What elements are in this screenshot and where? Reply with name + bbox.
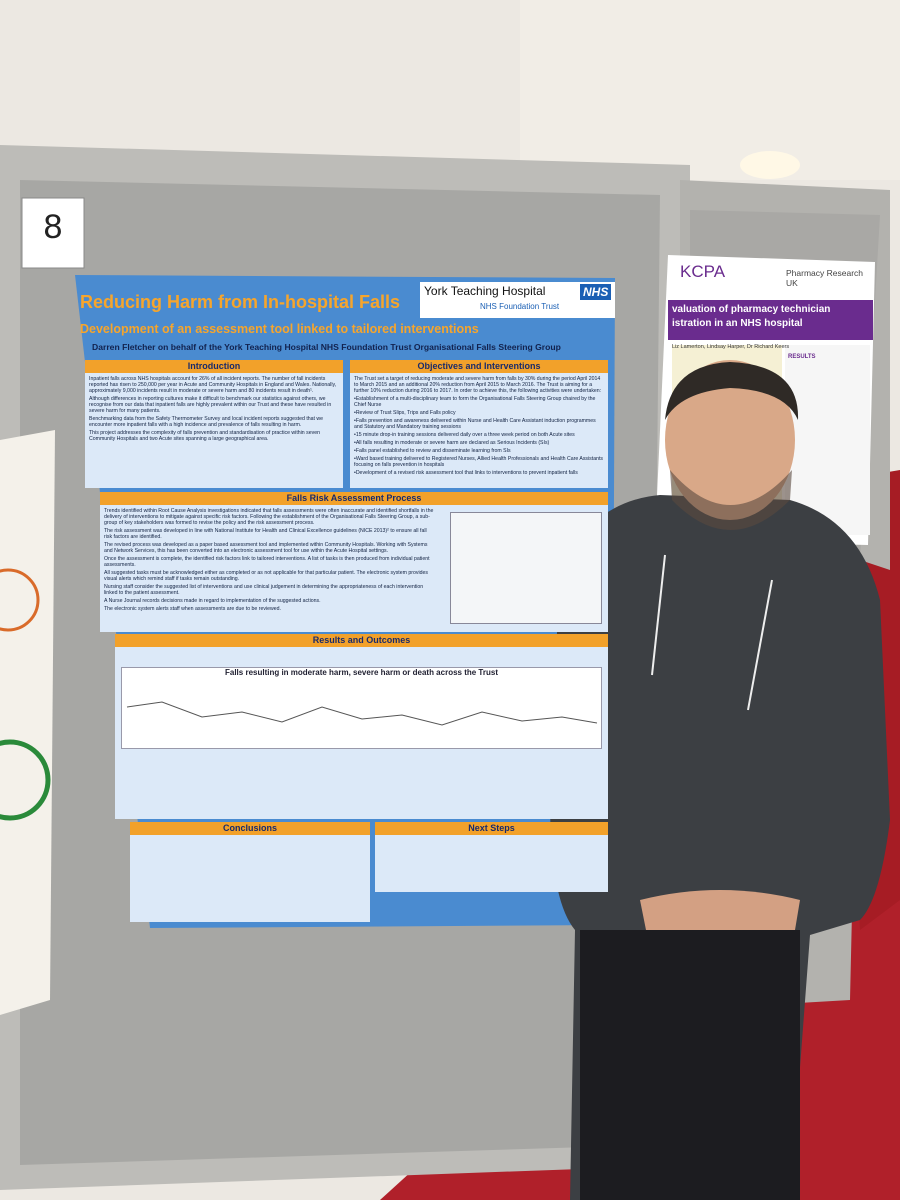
- board-number: 8: [43, 208, 63, 246]
- paragraph: •Falls panel established to review and d…: [354, 448, 511, 454]
- section-heading: Conclusions: [130, 822, 370, 835]
- paragraph: Benchmarking data from the Safety Thermo…: [89, 416, 324, 428]
- logo-badge: NHS: [580, 284, 612, 300]
- neighbor-sponsor: Pharmacy Research UK: [786, 268, 864, 288]
- assessment: Falls Risk Assessment Process Trends ide…: [100, 492, 608, 632]
- chart-title: Falls resulting in moderate harm, severe…: [225, 668, 498, 677]
- section-heading: Results and Outcomes: [115, 634, 608, 647]
- paragraph: •Review of Trust Slips, Trips and Falls …: [354, 410, 456, 416]
- next-steps: Next Steps: [375, 822, 608, 892]
- introduction: Introduction Inpatient falls across NHS …: [85, 360, 343, 488]
- paragraph: •15 minute drop-in training sessions del…: [354, 432, 575, 438]
- results: Results and Outcomes Falls resulting in …: [115, 634, 608, 819]
- screenshot-figure: [450, 512, 602, 624]
- paragraph: •Falls prevention and awareness delivere…: [354, 418, 596, 430]
- paragraph: Although differences in reporting cultur…: [89, 396, 332, 414]
- chart-figure: Falls resulting in moderate harm, severe…: [121, 667, 602, 749]
- section-heading: Next Steps: [375, 822, 608, 835]
- paragraph: All suggested tasks must be acknowledged…: [104, 570, 429, 582]
- neighbor-poster: KCPA Pharmacy Research UK valuation of p…: [668, 258, 873, 538]
- paragraph: The Trust set a target of reducing moder…: [354, 376, 602, 394]
- paragraph: The electronic system alerts staff when …: [104, 606, 281, 612]
- paragraph: The revised process was developed as a p…: [104, 542, 428, 554]
- logo: York Teaching Hospital NHS Foundation Tr…: [420, 282, 615, 318]
- chart-lines: [126, 701, 598, 726]
- conclusions: Conclusions: [130, 822, 370, 922]
- paragraph: •Ward based training delivered to Regist…: [354, 456, 604, 468]
- section-heading: Falls Risk Assessment Process: [100, 492, 608, 505]
- neighbor-results: RESULTS: [788, 354, 816, 360]
- paragraph: Trends identified within Root Cause Anal…: [104, 508, 434, 526]
- poster-subtitle: Development of an assessment tool linked…: [80, 322, 479, 336]
- poster-title: Reducing Harm from In-hospital Falls: [80, 292, 401, 312]
- neighbor-authors: Liz Lamerton, Lindsay Harper, Dr Richard…: [672, 344, 790, 350]
- neighbor-title: istration in an NHS hospital: [672, 318, 803, 329]
- paragraph: Once the assessment is complete, the ide…: [104, 556, 430, 568]
- paragraph: This project addresses the complexity of…: [89, 430, 320, 442]
- paragraph: Nursing staff consider the suggested lis…: [104, 584, 424, 596]
- section-heading: Introduction: [85, 360, 343, 373]
- paragraph: Inpatient falls across NHS hospitals acc…: [89, 376, 337, 394]
- poster-authors: Darren Fletcher on behalf of the York Te…: [92, 342, 561, 352]
- objectives: Objectives and Interventions The Trust s…: [350, 360, 608, 488]
- person: [550, 360, 890, 1200]
- paragraph: •Establishment of a multi-disciplinary t…: [354, 396, 596, 408]
- paragraph: •Development of a revised risk assessmen…: [354, 470, 578, 476]
- section-heading: Objectives and Interventions: [350, 360, 608, 373]
- neighbor-org: KCPA: [680, 262, 726, 281]
- neighbor-title: valuation of pharmacy technician: [672, 304, 831, 315]
- paragraph: The risk assessment was developed in lin…: [104, 528, 427, 540]
- paragraph: •All falls resulting in moderate or seve…: [354, 440, 550, 446]
- paragraph: A Nurse Journal records decisions made i…: [104, 598, 321, 604]
- logo-trust: NHS Foundation Trust: [480, 302, 560, 311]
- logo-name: York Teaching Hospital: [424, 284, 546, 298]
